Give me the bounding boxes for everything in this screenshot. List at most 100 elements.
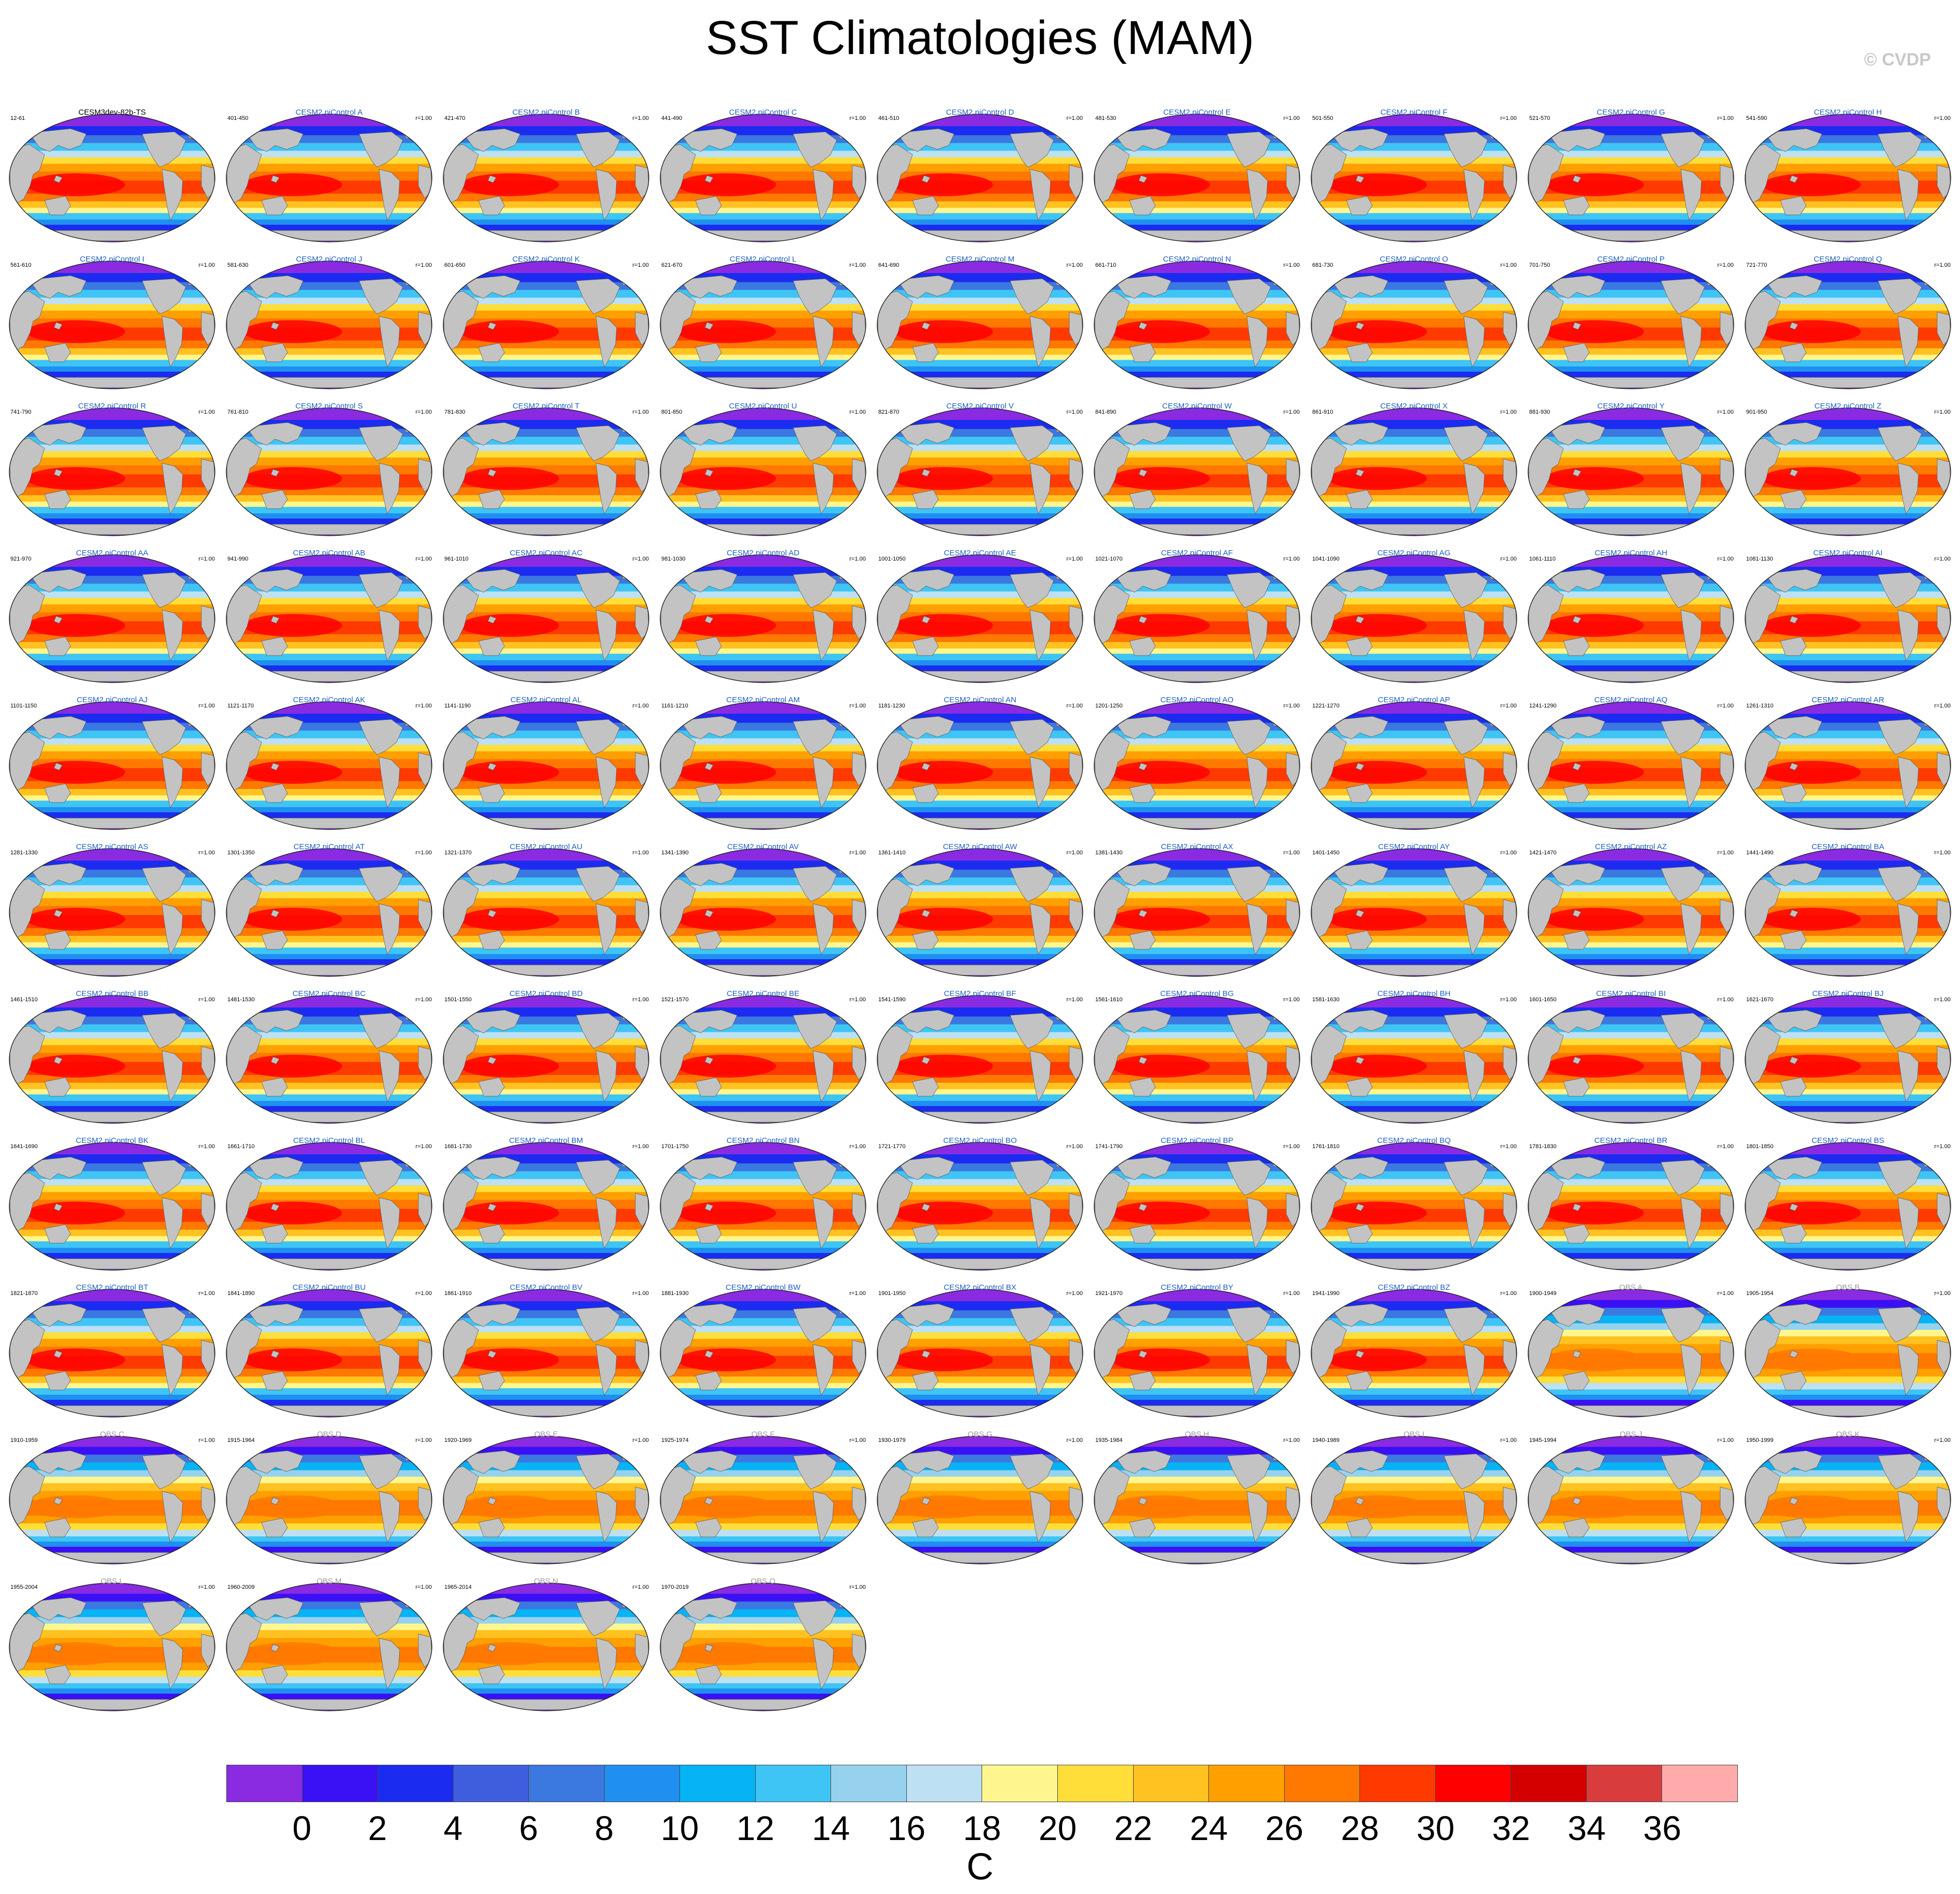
sst-band (1528, 501, 1734, 508)
map-outline (877, 554, 1083, 683)
land-mass (235, 1111, 423, 1123)
land-mass (595, 756, 617, 808)
sst-band (9, 1075, 215, 1083)
sst-band (443, 1530, 649, 1537)
land-mass (1780, 1077, 1807, 1097)
map-panel: CESM2 piControl BV 1861-1910 r=1.00 (441, 1279, 651, 1420)
sst-band (1745, 213, 1951, 220)
land-mass (1754, 377, 1942, 388)
warm-pool (894, 1202, 993, 1224)
land-mass (793, 1600, 837, 1637)
warm-pool (1762, 173, 1861, 196)
land-mass (29, 1597, 87, 1621)
map-panel: CESM2 piControl J 581-630 r=1.00 (224, 251, 434, 392)
land-mass (1754, 1405, 1942, 1416)
panel-pattern-correlation: r=1.00 (1934, 115, 1951, 121)
land-mass (261, 1665, 288, 1684)
sst-map (660, 848, 866, 977)
sst-band (660, 1395, 866, 1400)
sst-map (9, 261, 215, 389)
sst-band (226, 1241, 432, 1248)
map-outline (443, 701, 649, 830)
land-mass (695, 1371, 722, 1391)
land-mass (1113, 1303, 1172, 1327)
cvdp-watermark: © CVDP (1864, 50, 1931, 70)
land-mass (1010, 1013, 1054, 1049)
sst-band (1528, 355, 1734, 361)
panel-years: 1881-1930 (661, 1290, 689, 1297)
warm-pool (1328, 173, 1427, 196)
land-mass (235, 1552, 423, 1563)
panel-years: 1561-1610 (1095, 997, 1123, 1003)
panel-title: CESM2 piControl BK (75, 1136, 149, 1145)
land-mass (261, 636, 288, 656)
land-mass (1764, 1156, 1822, 1180)
sst-band (1745, 660, 1951, 666)
sst-band (1094, 1542, 1300, 1547)
map-outline (1094, 114, 1300, 242)
land-mass (1547, 422, 1605, 446)
sst-band (1745, 1241, 1951, 1248)
land-mass (1660, 1453, 1705, 1490)
land-mass (1246, 1050, 1268, 1102)
warm-pool (26, 761, 125, 784)
sst-band (1745, 1447, 1951, 1455)
map-outline (1528, 114, 1734, 242)
panel-title: OBS A (1619, 1283, 1643, 1292)
sst-band (443, 1377, 649, 1384)
land-mass (1320, 1552, 1508, 1563)
panel-pattern-correlation: r=1.00 (198, 1437, 215, 1443)
sst-band (226, 660, 432, 666)
land-mass (886, 964, 1074, 976)
sst-band (1528, 1395, 1734, 1400)
sst-band (1745, 928, 1951, 936)
land-mass (53, 175, 63, 183)
warm-pool (1111, 614, 1210, 637)
panel-years: 901-950 (1746, 409, 1767, 415)
sst-band (1528, 495, 1734, 502)
sst-band (1311, 208, 1517, 214)
sst-band (660, 1094, 866, 1101)
land-mass (1010, 719, 1054, 755)
land-mass (1355, 322, 1365, 330)
land-mass (1103, 1405, 1291, 1416)
sst-band (226, 208, 432, 214)
sst-band (443, 648, 649, 655)
sst-band (1094, 795, 1300, 801)
panel-pattern-correlation: r=1.00 (849, 1143, 866, 1150)
sst-band (9, 954, 215, 960)
sst-map (660, 1289, 866, 1418)
map-panel: CESM2 piControl BH 1581-1630 r=1.00 (1309, 985, 1519, 1126)
map-panel: OBS I 1940-1989 r=1.00 (1309, 1426, 1519, 1567)
land-mass (261, 1371, 288, 1391)
panel-title: CESM2 piControl P (1597, 255, 1665, 264)
sst-band (1311, 487, 1517, 496)
panel-title: CESM2 piControl BP (1160, 1136, 1234, 1145)
panel-years: 881-930 (1529, 409, 1550, 415)
sst-band (226, 495, 432, 502)
sst-band (877, 519, 1083, 526)
land-mass (1355, 762, 1365, 771)
sst-band (877, 208, 1083, 214)
panel-title: CESM2 piControl V (946, 402, 1014, 411)
sst-band (1094, 1395, 1300, 1400)
sst-map (1528, 114, 1734, 242)
panel-pattern-correlation: r=1.00 (632, 1437, 649, 1443)
panel-years: 1801-1850 (1746, 1143, 1774, 1150)
land-mass (695, 1518, 722, 1537)
sst-band (877, 936, 1083, 943)
warm-pool (460, 1348, 559, 1371)
land-mass (1572, 909, 1582, 918)
sst-band (660, 1536, 866, 1542)
sst-band (226, 1222, 432, 1230)
land-mass (1547, 1010, 1605, 1033)
panel-title: CESM2 piControl H (1814, 108, 1882, 117)
sst-band (226, 653, 432, 661)
land-mass (1320, 377, 1508, 388)
land-mass (246, 569, 304, 593)
land-mass (378, 1050, 400, 1102)
map-outline (226, 1583, 432, 1711)
sst-band (660, 1236, 866, 1242)
map-panel: CESM2 piControl BJ 1621-1670 r=1.00 (1743, 985, 1953, 1126)
sst-band (1094, 1075, 1300, 1083)
